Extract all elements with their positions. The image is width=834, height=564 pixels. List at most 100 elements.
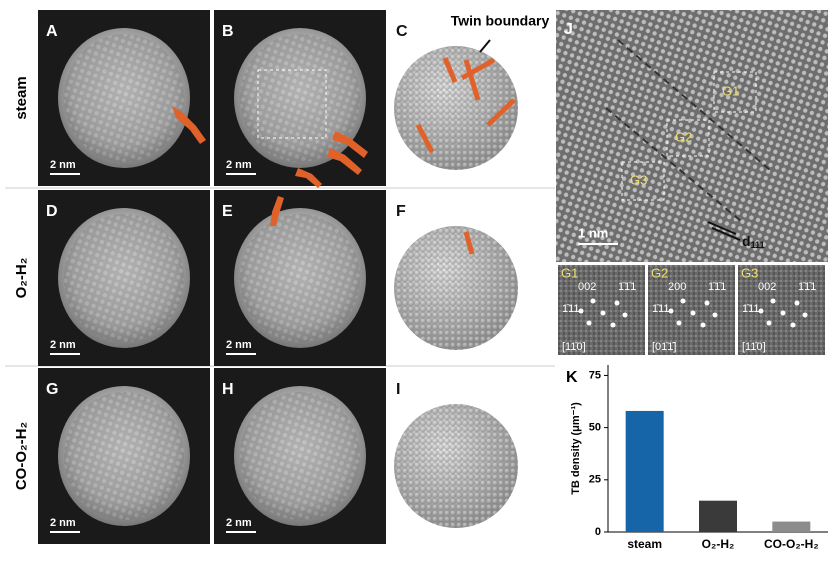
fft-spot <box>610 322 616 328</box>
scale-label: 2 nm <box>226 517 252 529</box>
fft-spot <box>758 308 764 314</box>
bar <box>699 500 737 532</box>
panel-label: E <box>222 203 233 220</box>
scale-label: 2 nm <box>50 339 76 351</box>
fft-index: 1̄1̄1 <box>798 281 816 293</box>
region-box <box>666 119 710 157</box>
panel-label: I <box>396 381 400 398</box>
fft-spot <box>700 322 706 328</box>
fft-spot <box>614 300 620 306</box>
model-atoms <box>394 404 518 528</box>
lattice <box>240 34 360 162</box>
arrow <box>479 39 491 53</box>
arrow <box>327 148 362 175</box>
fft-index: 1̄1̄1 <box>618 281 636 293</box>
twin-stripe <box>442 57 458 83</box>
y-axis-label: TB density (μm⁻¹) <box>570 402 582 495</box>
model-atoms <box>394 226 518 350</box>
panel-label: F <box>396 203 406 220</box>
lattice <box>64 34 184 162</box>
panel-label: C <box>396 23 408 40</box>
fft-spot <box>668 308 674 314</box>
region-box <box>713 71 757 113</box>
bar <box>772 521 811 532</box>
guide <box>617 39 771 171</box>
x-tick-label: steam <box>627 537 662 551</box>
model-atoms <box>394 46 518 170</box>
panel-label: G <box>46 381 58 398</box>
lattice <box>64 392 184 520</box>
fft <box>558 265 645 355</box>
x-tick-label: CO-O₂-H₂ <box>764 537 819 551</box>
fft-spot <box>780 310 786 316</box>
fft-spot <box>586 320 592 326</box>
fft-label: G3 <box>741 265 758 280</box>
fft-index: 002 <box>758 281 776 293</box>
x-tick-label: O₂-H₂ <box>702 537 735 551</box>
panel-label: D <box>46 203 58 220</box>
annotation: Twin boundary <box>451 13 550 29</box>
row-label: steam <box>13 76 30 119</box>
zone-axis: [11̄0] <box>742 341 766 353</box>
fft-spot <box>704 300 710 306</box>
overlay <box>172 39 491 226</box>
row-label: O₂-H₂ <box>13 258 30 299</box>
fft-spot <box>600 310 606 316</box>
fft-spot <box>790 322 796 328</box>
plane-line <box>707 221 737 235</box>
twin-stripe <box>463 231 475 255</box>
lattice <box>64 214 184 342</box>
arrow <box>332 131 368 158</box>
arrow <box>172 106 206 144</box>
arrow <box>295 168 322 188</box>
guide <box>605 107 743 223</box>
panel-label: A <box>46 23 58 40</box>
d-main: d <box>742 233 751 249</box>
fft-spot <box>770 298 776 304</box>
fft-index: 1̄11 <box>562 303 580 315</box>
arrows <box>172 106 368 226</box>
panel-label: J <box>564 21 573 38</box>
fft-spot <box>794 300 800 306</box>
zoom-box <box>257 69 327 139</box>
fft-spot <box>712 312 718 318</box>
fft-spot <box>590 298 596 304</box>
region-label: G2 <box>675 129 692 144</box>
scale-label: 1 nm <box>578 225 608 240</box>
arrow <box>270 196 284 226</box>
fft-index: 1̄11 <box>742 303 760 315</box>
fft-spot <box>622 312 628 318</box>
panels: steam O₂-H₂ CO-O₂-H₂ 2 nm A 2 nm B C 2 nm D 2 nm E F… <box>13 10 518 544</box>
zone-axis: [11̄0] <box>562 341 586 353</box>
d-label: d111 <box>742 233 765 251</box>
fft-index: 200 <box>668 281 686 293</box>
d-sub: 111 <box>751 240 765 250</box>
region-label: G3 <box>630 172 647 187</box>
twin-stripe <box>415 123 435 154</box>
scale-label: 2 nm <box>50 517 76 529</box>
region-box <box>621 161 665 201</box>
hrtem <box>556 10 828 262</box>
fft-label: G1 <box>561 265 578 280</box>
fft-label: G2 <box>651 265 668 280</box>
region-label: G1 <box>722 83 739 98</box>
y-tick-label: 75 <box>589 369 601 381</box>
scale-label: 2 nm <box>50 159 76 171</box>
row-label: CO-O₂-H₂ <box>13 422 30 490</box>
twin-stripe <box>463 59 481 101</box>
y-tick-label: 50 <box>589 422 601 434</box>
fft-spot <box>676 320 682 326</box>
y-tick-label: 25 <box>589 474 601 486</box>
bar <box>625 410 664 532</box>
chart-title: K <box>566 369 578 386</box>
fft-spot <box>578 308 584 314</box>
fft-index: 1̄11 <box>652 303 670 315</box>
plane-line <box>711 227 741 241</box>
lattice <box>240 392 360 520</box>
fft-spot <box>766 320 772 326</box>
fft-index: 002 <box>578 281 596 293</box>
fft <box>738 265 825 355</box>
panel-label: H <box>222 381 234 398</box>
